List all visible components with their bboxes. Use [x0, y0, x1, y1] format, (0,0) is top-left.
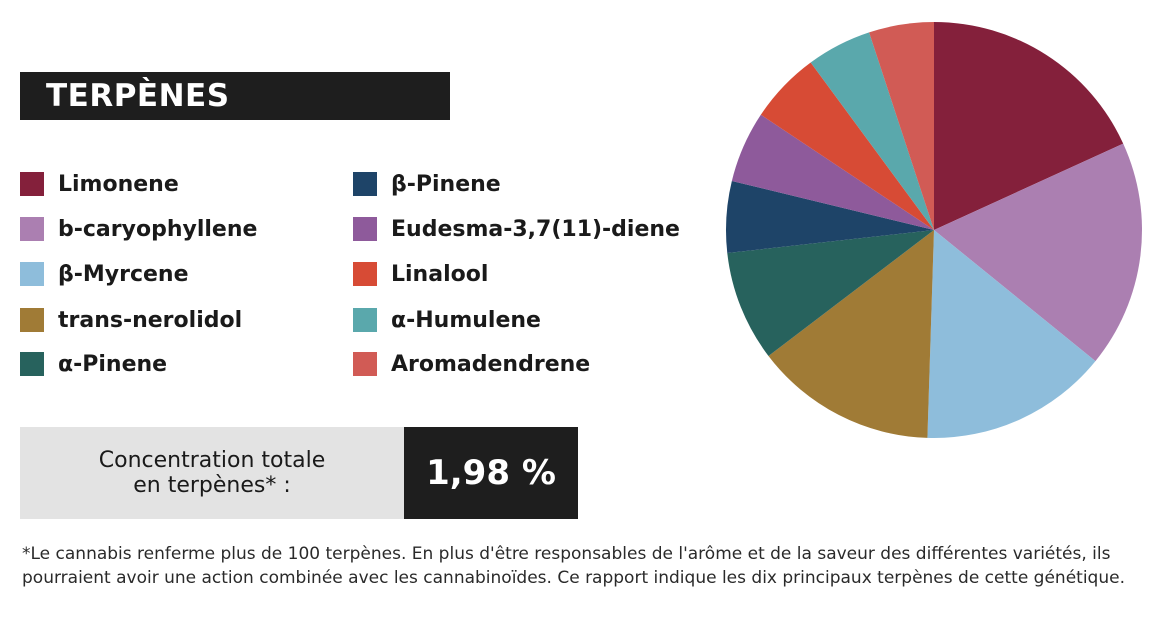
legend-label: Aromadendrene	[391, 351, 591, 377]
concentration-label-box: Concentration totale en terpènes* :	[20, 427, 404, 519]
legend: Limonene b-caryophyllene β-Myrcene trans-ne…	[20, 170, 700, 390]
concentration-value: 1,98 %	[404, 427, 578, 519]
legend-item: Linalool	[353, 260, 488, 288]
legend-item: Aromadendrene	[353, 350, 590, 378]
legend-label: Eudesma-3,7(11)-diene	[391, 216, 680, 242]
legend-swatch	[353, 308, 377, 332]
pie-slice	[731, 114, 934, 230]
concentration-label: Concentration totale en terpènes* :	[98, 448, 326, 498]
pie-slice	[768, 230, 934, 438]
chart-title-text: TERPÈNES	[46, 78, 230, 114]
pie-slice	[810, 32, 934, 230]
legend-swatch	[20, 352, 44, 376]
legend-swatch	[353, 262, 377, 286]
legend-item: Limonene	[20, 170, 179, 198]
legend-item: β-Myrcene	[20, 260, 189, 288]
legend-label: β-Myrcene	[58, 261, 189, 287]
footnote: *Le cannabis renferme plus de 100 terpèn…	[22, 544, 1125, 588]
pie-slice	[869, 22, 934, 230]
legend-item: β-Pinene	[353, 170, 501, 198]
legend-item: trans-nerolidol	[20, 306, 242, 334]
pie-slice	[934, 143, 1142, 362]
pie-slice	[927, 230, 1096, 439]
legend-label: b-caryophyllene	[58, 216, 258, 242]
legend-swatch	[353, 352, 377, 376]
legend-item: α-Pinene	[20, 350, 167, 378]
legend-label: α-Humulene	[391, 307, 541, 333]
pie-chart	[725, 22, 1142, 439]
legend-swatch	[353, 217, 377, 241]
pie-slice	[760, 62, 934, 230]
legend-label: Limonene	[58, 171, 179, 197]
legend-swatch	[20, 217, 44, 241]
legend-label: β-Pinene	[391, 171, 501, 197]
legend-swatch	[20, 262, 44, 286]
legend-swatch	[353, 172, 377, 196]
legend-item: b-caryophyllene	[20, 215, 257, 243]
legend-label: trans-nerolidol	[58, 307, 243, 333]
legend-swatch	[20, 308, 44, 332]
legend-swatch	[20, 172, 44, 196]
pie-slice	[934, 22, 1124, 230]
legend-item: α-Humulene	[353, 306, 541, 334]
pie-slice	[727, 230, 934, 356]
chart-title: TERPÈNES	[20, 72, 450, 120]
legend-label: Linalool	[391, 261, 489, 287]
legend-item: Eudesma-3,7(11)-diene	[353, 215, 680, 243]
pie-slice	[725, 180, 934, 254]
legend-label: α-Pinene	[58, 351, 168, 377]
